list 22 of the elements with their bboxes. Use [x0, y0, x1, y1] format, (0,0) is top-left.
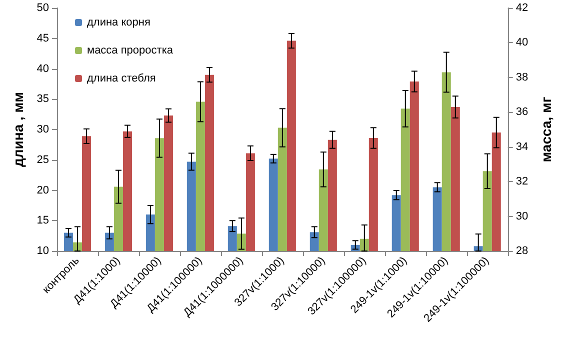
y-tick-label: 40: [36, 62, 49, 75]
legend-label: масса проростка: [87, 44, 174, 56]
y-tick-label: 20: [36, 184, 49, 196]
legend-label: длина стебля: [87, 72, 156, 84]
y-tick-label: 45: [36, 32, 49, 44]
y-tick-label: 25: [36, 154, 49, 166]
y2-tick-label: 40: [516, 36, 528, 49]
y-tick-label: 35: [36, 93, 49, 106]
y-tick-label: 30: [36, 124, 49, 136]
y-tick-label: 50: [36, 2, 49, 14]
y-axis-title: длина , мм: [10, 92, 26, 168]
y2-tick-label: 28: [516, 245, 528, 257]
y-tick-label: 10: [36, 245, 49, 257]
y2-tick-label: 42: [516, 2, 528, 14]
y2-tick-label: 38: [516, 71, 528, 84]
y2-tick-label: 34: [516, 140, 528, 153]
legend-label: длина корня: [87, 16, 150, 28]
y2-tick-label: 32: [516, 176, 528, 188]
y-tick-label: 15: [36, 214, 49, 227]
y2-axis-title: масса, мг: [538, 96, 554, 162]
y2-tick-label: 30: [516, 210, 528, 222]
y2-tick-label: 36: [516, 106, 528, 118]
